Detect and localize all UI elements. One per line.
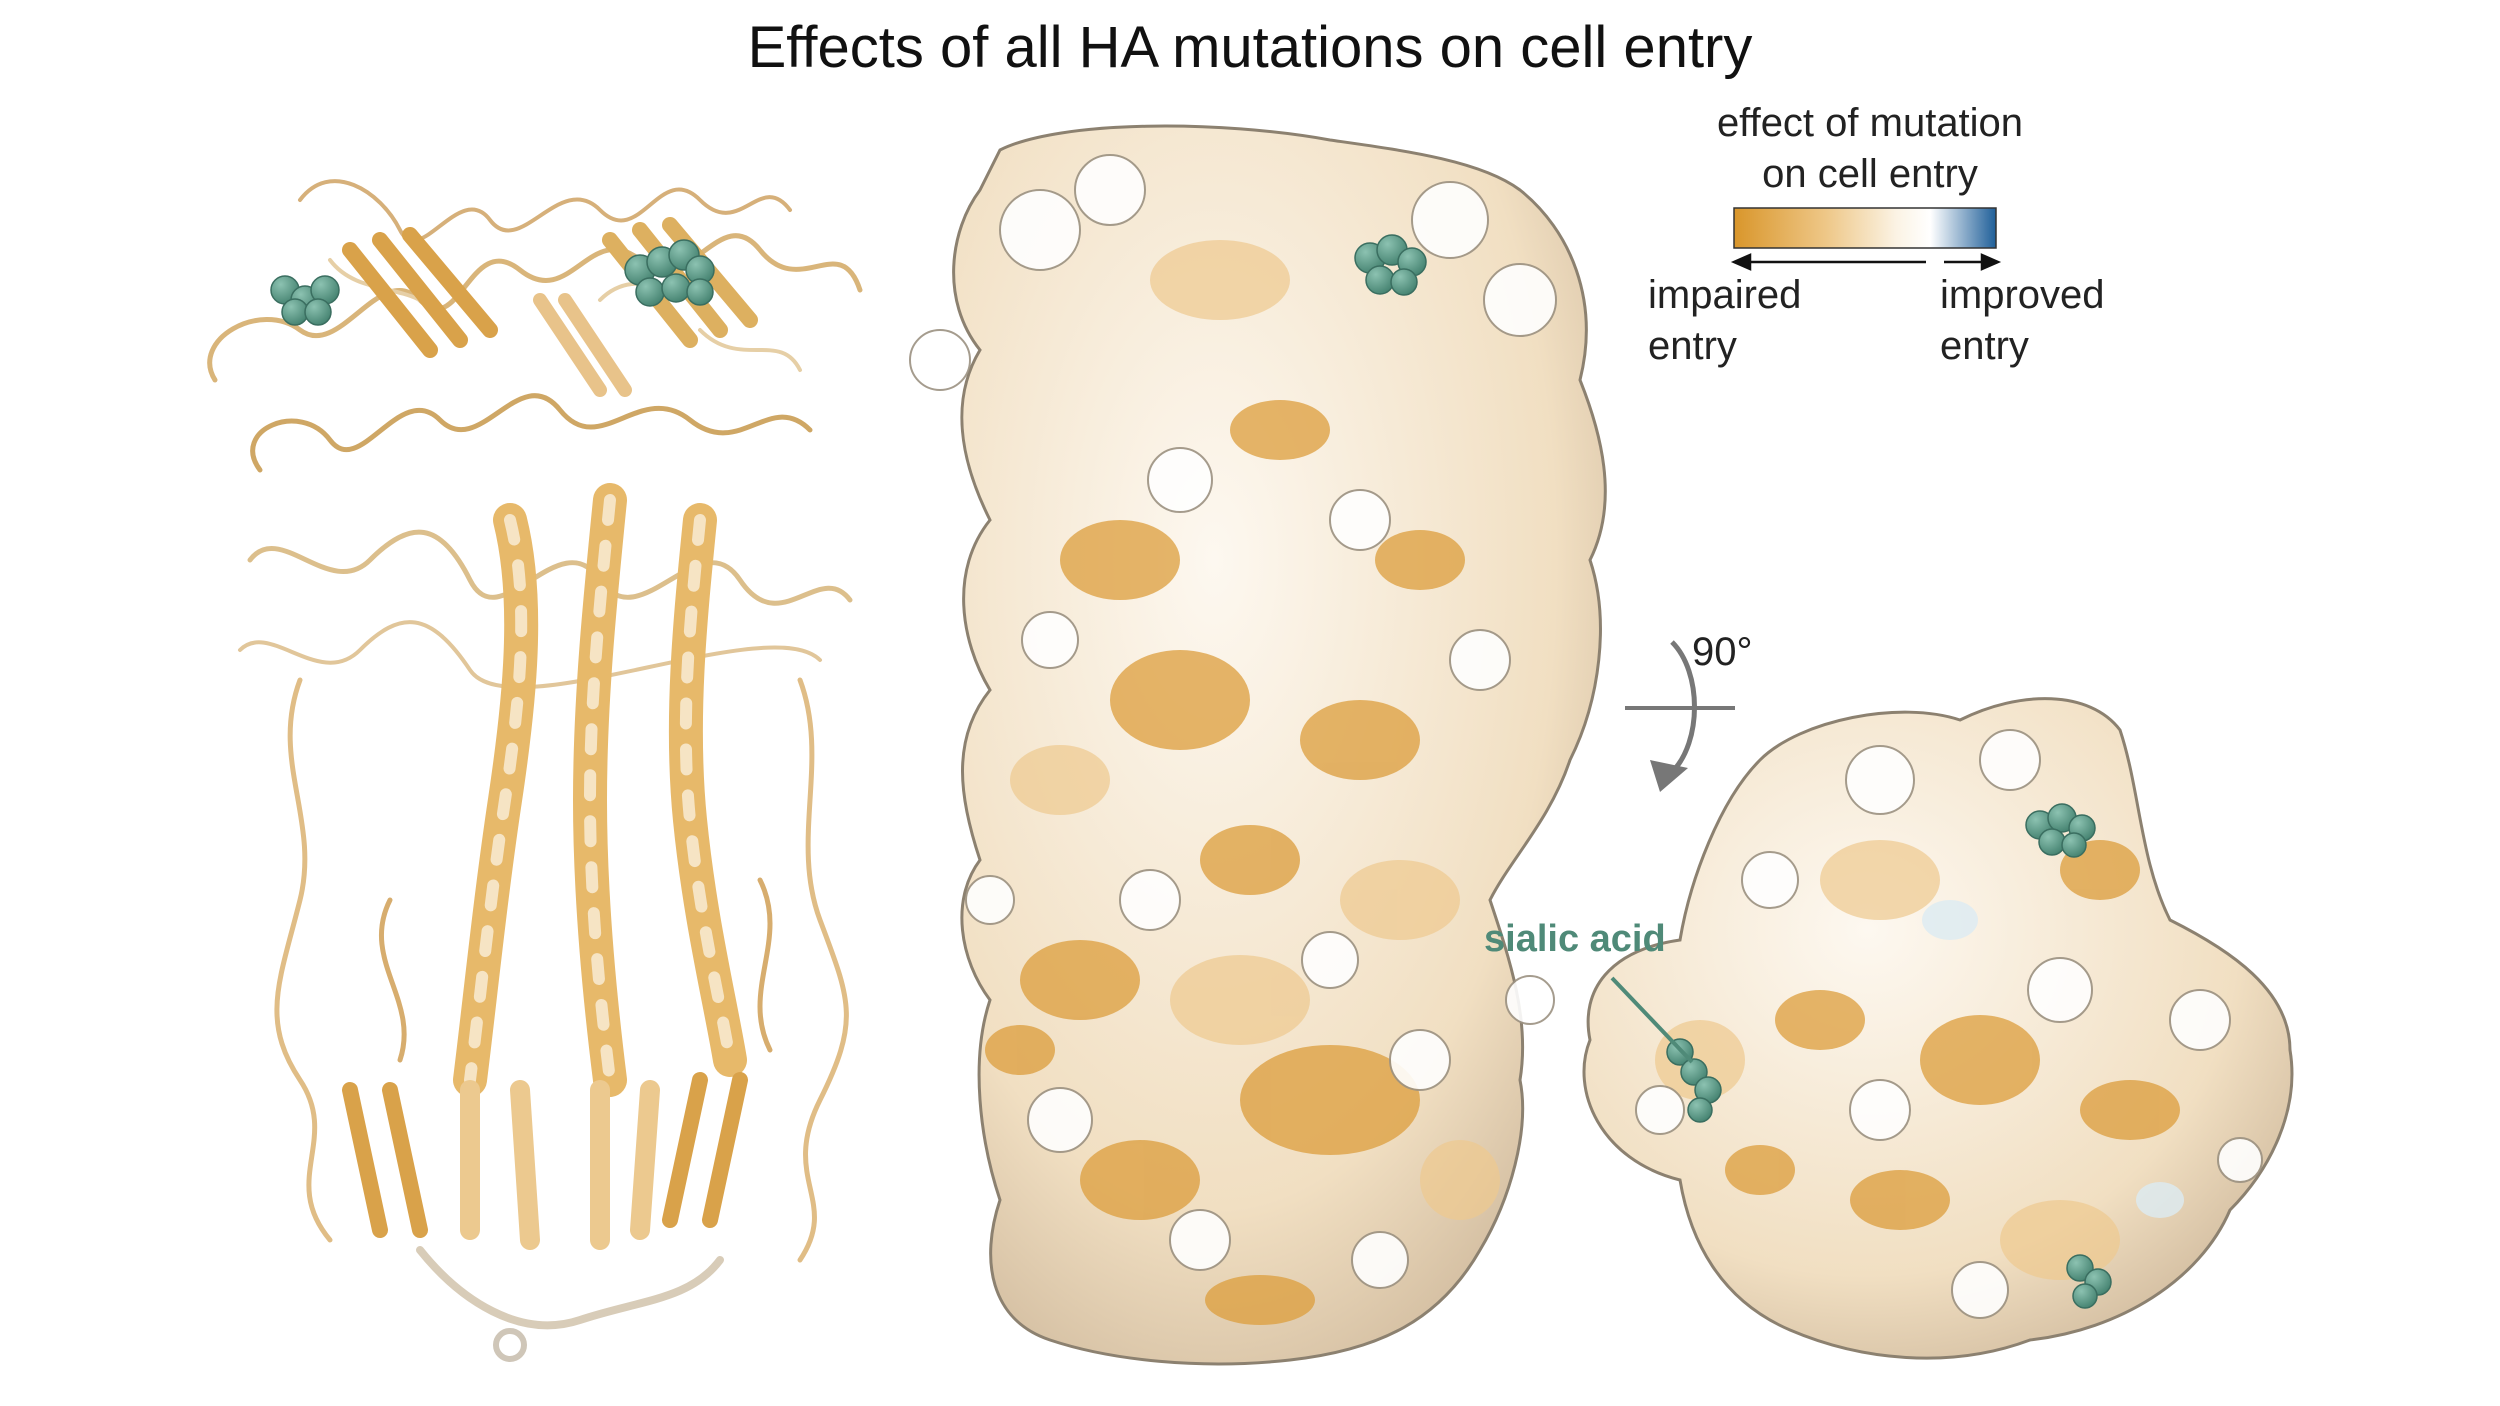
- legend-improved-line-2: entry: [1940, 324, 2029, 368]
- legend-arrows: [1730, 253, 2002, 271]
- ribbon-structure: [207, 179, 863, 1362]
- sialic-acid-ribbon-2: [624, 239, 715, 307]
- legend-impaired-line-2: entry: [1648, 324, 1737, 368]
- sialic-acid-side-view: [1354, 234, 1427, 296]
- rotation-arrow: [1625, 640, 1735, 792]
- legend-impaired-label: impaired entry: [1648, 270, 1801, 372]
- annotation-pointer: [1610, 976, 1694, 1064]
- legend-colorbar: [1733, 207, 1997, 249]
- sialic-acid-top-view-3: [2066, 1254, 2112, 1309]
- legend-improved-line-1: improved: [1940, 273, 2105, 317]
- sialic-acid-ribbon-1: [270, 275, 340, 326]
- sialic-acid-top-view-1: [2025, 803, 2096, 858]
- legend-title-line-1: effect of mutation: [1716, 101, 2024, 145]
- legend-title: effect of mutation on cell entry: [1640, 98, 2100, 200]
- rotation-label: 90°: [1692, 630, 1753, 674]
- sialic-acid-label: sialic acid: [1484, 918, 1666, 960]
- legend-impaired-line-1: impaired: [1648, 273, 1802, 317]
- legend-improved-label: improved entry: [1940, 270, 2105, 372]
- surface-side-view: [909, 124, 1607, 1366]
- legend-title-line-2: on cell entry: [1762, 152, 1978, 196]
- surface-top-view: [1582, 697, 2294, 1360]
- figure-title: Effects of all HA mutations on cell entr…: [747, 15, 1753, 80]
